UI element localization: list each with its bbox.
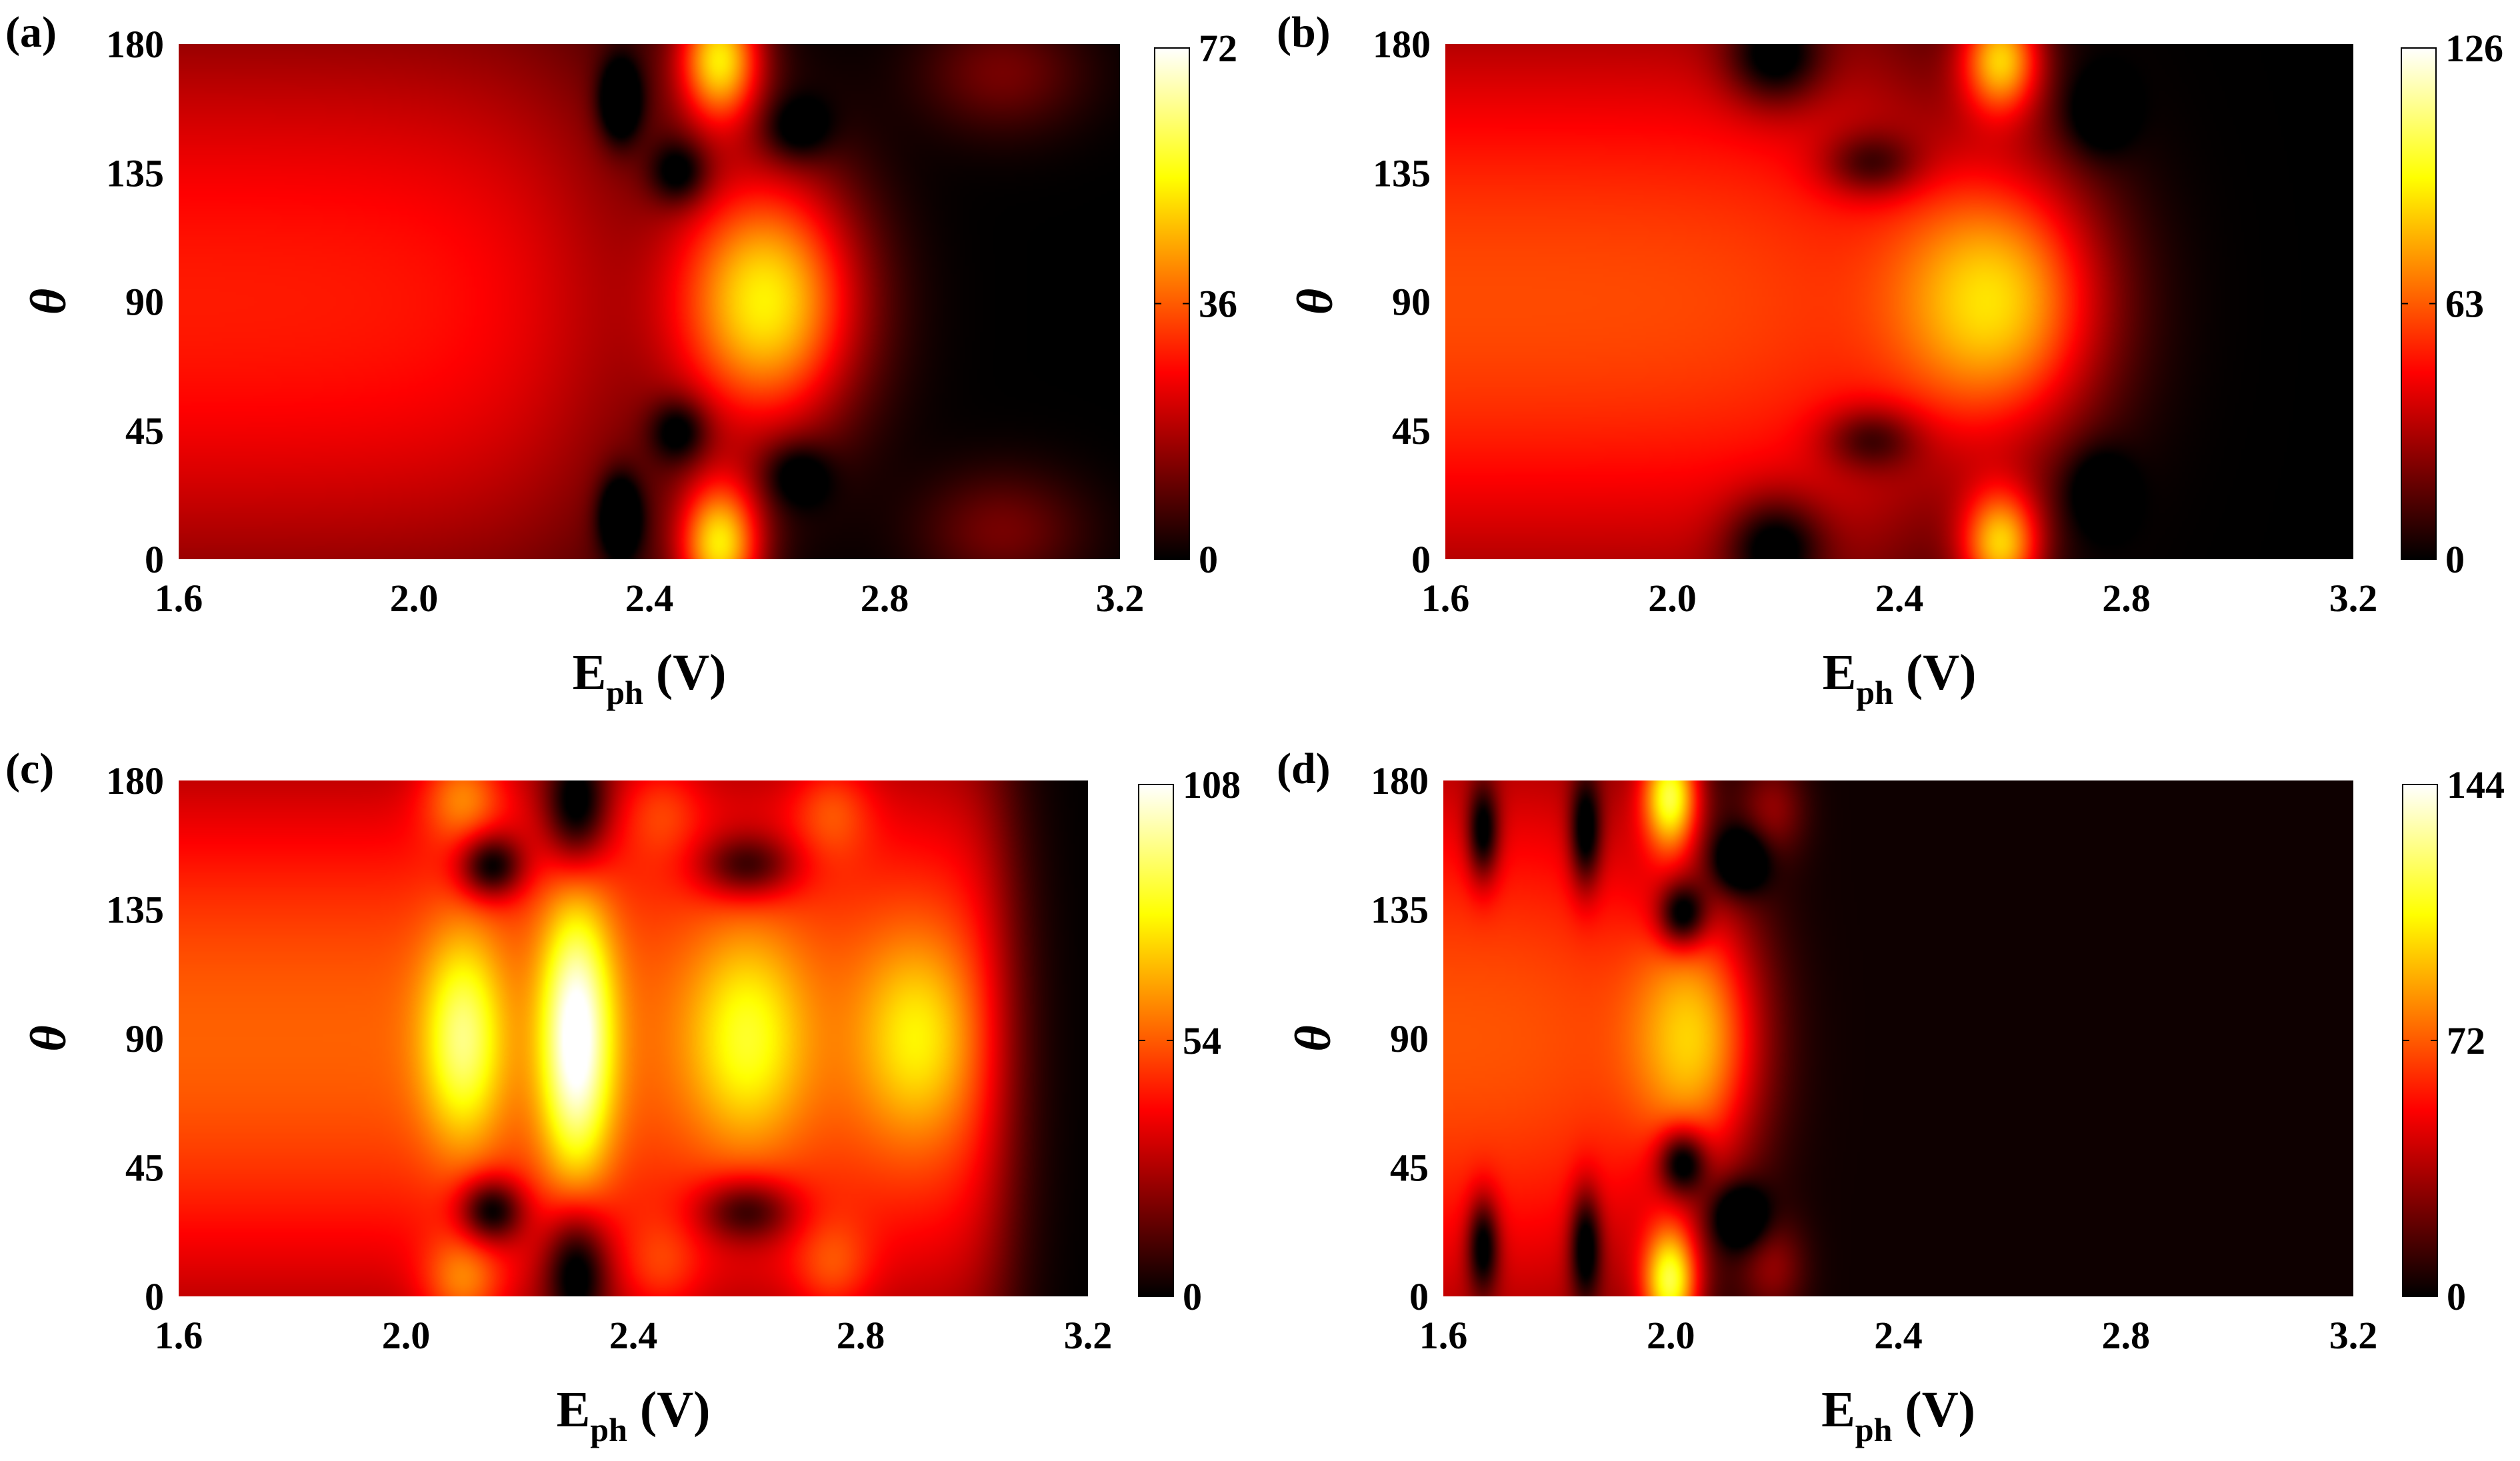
y-tick-label: 180 — [106, 23, 164, 66]
panel-label: (c) — [5, 744, 54, 793]
x-tick-label: 2.4 — [1874, 1314, 1923, 1357]
panel-label: (a) — [5, 8, 57, 57]
y-axis-label: θ — [21, 1025, 77, 1051]
x-tick-label: 1.6 — [1421, 577, 1470, 620]
x-tick-label: 2.0 — [1647, 1314, 1695, 1357]
y-tick-label: 135 — [106, 151, 164, 195]
x-axis-label: Eph (V) — [1821, 1382, 1975, 1448]
x-tick-label: 3.2 — [1096, 577, 1145, 620]
x-tick-label: 2.0 — [390, 577, 439, 620]
y-tick-label: 45 — [125, 409, 164, 453]
y-tick-label: 90 — [125, 281, 164, 324]
y-tick-label: 45 — [1392, 409, 1431, 453]
y-tick-label: 45 — [1390, 1146, 1429, 1190]
colorbar-tick-label: 144 — [2447, 763, 2505, 806]
colorbar-tick-label: 72 — [1199, 27, 1237, 70]
y-tick-label: 90 — [1390, 1017, 1429, 1060]
x-tick-label: 2.4 — [625, 577, 674, 620]
y-tick-label: 0 — [1411, 538, 1431, 581]
x-tick-label: 2.4 — [609, 1314, 658, 1357]
colorbar-tick-label: 54 — [1183, 1019, 1221, 1062]
y-tick-label: 90 — [125, 1017, 164, 1060]
x-axis-label: Eph (V) — [573, 645, 727, 711]
colorbar-tick-label: 0 — [2445, 538, 2465, 581]
y-tick-label: 0 — [1409, 1275, 1429, 1318]
y-tick-label: 135 — [1373, 151, 1431, 195]
x-tick-label: 2.4 — [1875, 577, 1924, 620]
y-tick-label: 135 — [106, 888, 164, 932]
colorbar-tick-label: 63 — [2445, 283, 2484, 326]
panel-b: 0 45 90 135 180 1.6 2.0 2.4 2.8 3.2 Eph (V) θ (b) 0 63… — [1277, 8, 2503, 711]
panel-a: 0 45 90 135 180 1.6 2.0 2.4 2.8 3.2 Eph (V) θ (a) 0 36… — [5, 8, 1237, 711]
x-tick-label: 1.6 — [155, 1314, 203, 1357]
colorbar-tick-label: 0 — [2447, 1275, 2466, 1318]
y-tick-label: 90 — [1392, 281, 1431, 324]
colorbar-tick-label: 126 — [2445, 27, 2503, 70]
y-tick-label: 45 — [125, 1146, 164, 1190]
y-tick-label: 0 — [145, 538, 164, 581]
heatmap-image — [1443, 780, 2353, 1296]
colorbar-tick-label: 0 — [1199, 538, 1218, 581]
x-tick-label: 1.6 — [1419, 1314, 1468, 1357]
x-tick-label: 2.8 — [2102, 1314, 2151, 1357]
x-tick-label: 2.8 — [861, 577, 909, 620]
panel-d: 0 45 90 135 180 1.6 2.0 2.4 2.8 3.2 Eph (V) θ (d) 0 72… — [1277, 744, 2505, 1448]
x-axis-label: Eph (V) — [557, 1382, 711, 1448]
heatmap-image — [179, 44, 1120, 559]
panel-label: (d) — [1277, 744, 1331, 793]
y-tick-label: 180 — [106, 759, 164, 802]
y-tick-label: 180 — [1373, 23, 1431, 66]
colorbar-tick-label: 36 — [1199, 283, 1237, 326]
x-tick-label: 2.8 — [837, 1314, 885, 1357]
x-tick-label: 3.2 — [2329, 577, 2378, 620]
panel-label: (b) — [1277, 8, 1331, 57]
x-axis-label: Eph (V) — [1823, 645, 1977, 711]
y-axis-label: θ — [1285, 1025, 1341, 1051]
y-tick-label: 180 — [1371, 759, 1429, 802]
y-tick-label: 0 — [145, 1275, 164, 1318]
colorbar-tick-label: 0 — [1183, 1275, 1202, 1318]
y-tick-label: 135 — [1371, 888, 1429, 932]
x-tick-label: 2.0 — [382, 1314, 431, 1357]
panel-c: 0 45 90 135 180 1.6 2.0 2.4 2.8 3.2 Eph (V) θ (c) 0 54… — [5, 744, 1241, 1448]
x-tick-label: 2.8 — [2102, 577, 2151, 620]
x-tick-label: 3.2 — [1064, 1314, 1113, 1357]
x-tick-label: 3.2 — [2329, 1314, 2378, 1357]
y-axis-label: θ — [1287, 289, 1343, 315]
colorbar-tick-label: 108 — [1183, 763, 1241, 806]
heatmap-image — [179, 780, 1088, 1296]
y-axis-label: θ — [21, 289, 77, 315]
heatmap-image — [1445, 44, 2353, 559]
x-tick-label: 1.6 — [155, 577, 203, 620]
x-tick-label: 2.0 — [1648, 577, 1697, 620]
colorbar-tick-label: 72 — [2447, 1019, 2485, 1062]
